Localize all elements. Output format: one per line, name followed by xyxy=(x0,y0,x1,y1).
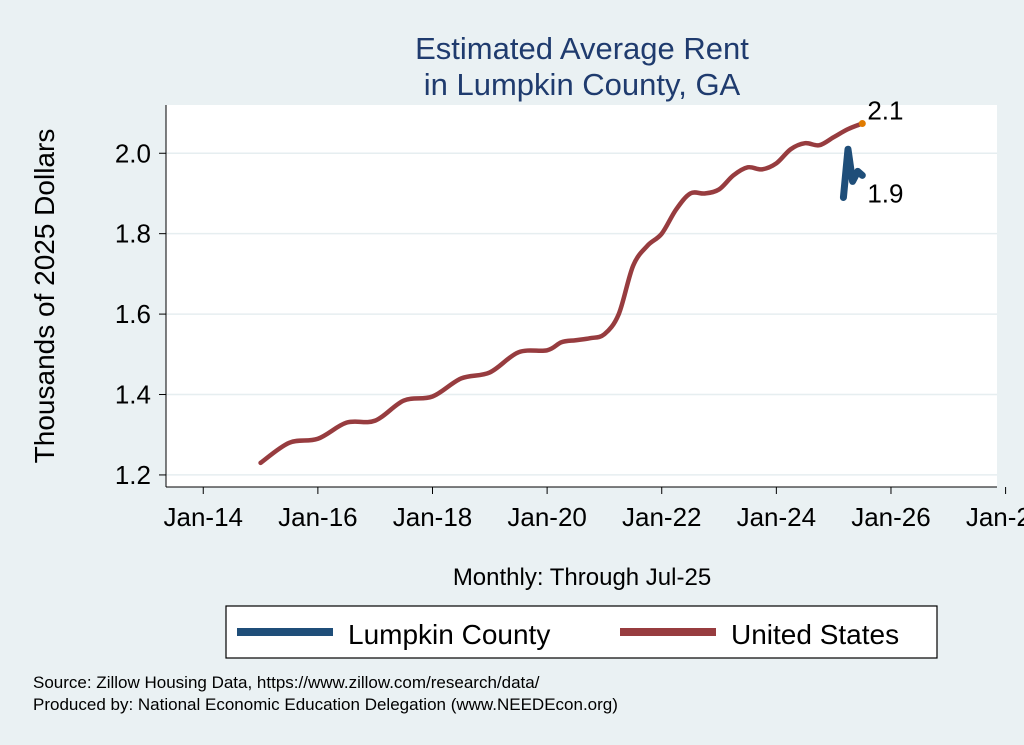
series-line-united-states xyxy=(258,121,865,466)
plot-area xyxy=(166,105,997,487)
x-tick-label: Jan-24 xyxy=(737,502,817,532)
series-end-marker-united-states xyxy=(858,119,866,127)
y-tick-label: 1.8 xyxy=(115,219,151,249)
source-note: Source: Zillow Housing Data, https://www… xyxy=(33,673,540,692)
y-tick-label: 1.2 xyxy=(115,460,151,490)
chart-title-line-2: in Lumpkin County, GA xyxy=(424,67,741,102)
x-tick-label: Jan-16 xyxy=(278,502,358,532)
series-line-lumpkin-county xyxy=(839,145,866,201)
y-tick-label: 2.0 xyxy=(115,138,151,168)
legend-box xyxy=(225,605,938,659)
legend-label-united-states: United States xyxy=(731,619,899,650)
series-group: 2.1 1.9 xyxy=(258,95,903,466)
y-tick-label: 1.6 xyxy=(115,299,151,329)
x-tick-label: Jan-20 xyxy=(507,502,587,532)
x-tick-label: Jan-28 xyxy=(966,502,1024,532)
y-ticks: 1.2 1.4 1.6 1.8 2.0 xyxy=(115,138,166,490)
x-axis-title: Monthly: Through Jul-25 xyxy=(453,564,711,591)
series-end-label-united-states: 2.1 xyxy=(867,95,903,125)
gridlines xyxy=(166,152,997,476)
producer-note: Produced by: National Economic Education… xyxy=(33,695,618,714)
y-axis-title: Thousands of 2025 Dollars xyxy=(29,129,60,464)
x-tick-label: Jan-18 xyxy=(393,502,473,532)
x-tick-label: Jan-22 xyxy=(622,502,702,532)
y-tick-label: 1.4 xyxy=(115,380,151,410)
x-tick-label: Jan-14 xyxy=(164,502,244,532)
series-end-label-lumpkin-county: 1.9 xyxy=(867,178,903,208)
legend-label-lumpkin-county: Lumpkin County xyxy=(348,619,550,650)
x-tick-label: Jan-26 xyxy=(851,502,931,532)
x-ticks: Jan-14 Jan-16 Jan-18 Jan-20 Jan-22 Jan-24 Jan-… xyxy=(164,487,1024,532)
chart-title-line-1: Estimated Average Rent xyxy=(415,31,749,66)
